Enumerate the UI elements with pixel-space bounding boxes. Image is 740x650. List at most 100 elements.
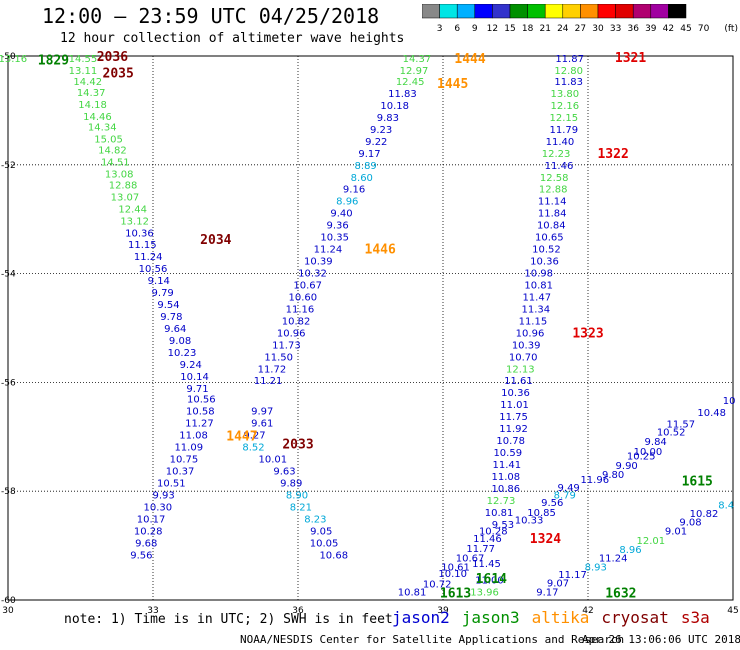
legend-entry-jason3: jason3 bbox=[461, 608, 520, 627]
pass-time-label: 1614 bbox=[476, 572, 507, 587]
wave-height-value: 11.41 bbox=[492, 460, 521, 471]
wave-height-value: 9.79 bbox=[152, 288, 174, 299]
wave-height-value: 10.67 bbox=[456, 554, 485, 565]
wave-height-value: 9.07 bbox=[547, 579, 569, 590]
colorbar-label: 42 bbox=[663, 24, 674, 34]
satellite-legend: jason2 jason3 altika cryosat s3a bbox=[392, 608, 722, 627]
wave-height-value: 10.36 bbox=[530, 257, 559, 268]
wave-height-value: 9.54 bbox=[157, 300, 179, 311]
wave-height-value: 11.96 bbox=[580, 475, 609, 486]
colorbar-label: 45 bbox=[680, 24, 691, 34]
colorbar-label: 15 bbox=[504, 24, 515, 34]
wave-height-value: 14.82 bbox=[98, 146, 127, 157]
wave-height-value: 9.24 bbox=[180, 360, 202, 371]
wave-height-value: 11.09 bbox=[174, 443, 203, 454]
wave-height-value: 12.16 bbox=[550, 101, 579, 112]
colorbar-label: 30 bbox=[592, 24, 604, 34]
legend-entry-s3a: s3a bbox=[680, 608, 710, 627]
footer-note: note: 1) Time is in UTC; 2) SWH is in fe… bbox=[64, 612, 393, 627]
latitude-tick-label: -60 bbox=[1, 596, 16, 606]
wave-height-value: 10.75 bbox=[170, 455, 199, 466]
wave-height-value: 9.36 bbox=[327, 221, 349, 232]
wave-height-value: 14.51 bbox=[101, 158, 130, 169]
wave-height-value: 9.71 bbox=[186, 384, 208, 395]
wave-height-value: 10.10 bbox=[438, 569, 467, 580]
wave-height-value: 9.22 bbox=[365, 137, 387, 148]
wave-height-value: 11.24 bbox=[599, 554, 628, 565]
wave-height-value: 12.23 bbox=[542, 149, 571, 160]
wave-height-value: 10.39 bbox=[512, 340, 541, 351]
wave-height-value: 9.05 bbox=[310, 526, 332, 537]
pass-time-label: 1615 bbox=[682, 474, 713, 489]
colorbar-label: 21 bbox=[539, 24, 550, 34]
latitude-tick-label: -54 bbox=[1, 270, 16, 280]
pass-time-label: 1447 bbox=[226, 430, 257, 445]
longitude-tick-label: 45 bbox=[727, 606, 738, 616]
wave-height-value: 10.36 bbox=[125, 228, 154, 239]
colorbar-label: 27 bbox=[575, 24, 586, 34]
wave-height-value: 10.81 bbox=[485, 508, 514, 519]
wave-height-value: 10.17 bbox=[137, 514, 166, 525]
wave-height-value: 12.88 bbox=[539, 185, 568, 196]
wave-height-value: 11.79 bbox=[550, 125, 579, 136]
wave-height-value: 10.81 bbox=[524, 280, 553, 291]
colorbar-label: 18 bbox=[522, 24, 534, 34]
colorbar-label: 12 bbox=[487, 24, 498, 34]
map-subtitle: 12 hour collection of altimeter wave hei… bbox=[60, 31, 405, 46]
wave-height-value: 10.61 bbox=[441, 562, 470, 573]
pass-time-label: 2034 bbox=[200, 233, 231, 248]
wave-height-value: 10.68 bbox=[319, 550, 348, 561]
credit-text: NOAA/NESDIS Center for Satellite Applica… bbox=[240, 633, 625, 646]
colorbar-label: 6 bbox=[454, 24, 460, 34]
wave-height-value: 9.80 bbox=[602, 470, 624, 481]
wave-height-value: 8.21 bbox=[290, 502, 312, 513]
wave-height-value: 12.58 bbox=[540, 173, 569, 184]
wave-height-value: 10.85 bbox=[527, 508, 556, 519]
wave-height-value: 11.24 bbox=[134, 252, 163, 263]
wave-height-value: 9.78 bbox=[160, 312, 182, 323]
wave-height-value: 11.45 bbox=[472, 559, 501, 570]
wave-height-value: 12.80 bbox=[554, 66, 583, 77]
wave-height-value: 14.42 bbox=[73, 77, 102, 88]
wave-height-value: 10.25 bbox=[627, 451, 656, 462]
legend-entry-altika: altika bbox=[531, 608, 590, 627]
colorbar-label: 33 bbox=[610, 24, 621, 34]
wave-height-value: 9.56 bbox=[130, 550, 152, 561]
wave-height-value: 10.98 bbox=[524, 269, 553, 280]
pass-time-label: 1321 bbox=[615, 51, 646, 66]
wave-height-value: 11.84 bbox=[538, 209, 567, 220]
longitude-tick-label: 42 bbox=[582, 606, 593, 616]
wave-height-value: 10.48 bbox=[697, 408, 726, 419]
colorbar-label: 39 bbox=[645, 24, 657, 34]
wave-height-value: 10.82 bbox=[690, 509, 719, 520]
wave-height-value: 14.55 bbox=[69, 54, 98, 65]
wave-height-value: 9.68 bbox=[135, 538, 157, 549]
wave-height-value: 10.23 bbox=[168, 348, 197, 359]
wave-height-value: 11.00 bbox=[475, 575, 504, 586]
longitude-tick-label: 36 bbox=[292, 606, 304, 616]
wave-height-value: 10.86 bbox=[492, 484, 521, 495]
wave-height-value: 12.15 bbox=[550, 113, 579, 124]
wave-height-value: 9.27 bbox=[243, 431, 265, 442]
wave-height-value: 11.47 bbox=[522, 292, 551, 303]
pass-time-label: 1323 bbox=[572, 326, 603, 341]
wave-height-value: 10.58 bbox=[186, 407, 215, 418]
wave-height-value: 11.08 bbox=[179, 431, 208, 442]
wave-height-value: 10.05 bbox=[310, 538, 339, 549]
wave-height-value: 10.84 bbox=[537, 221, 566, 232]
wave-height-value: 12.01 bbox=[637, 536, 666, 547]
wave-height-value: 11.46 bbox=[473, 534, 502, 545]
wave-height-value: 11.87 bbox=[555, 54, 584, 65]
wave-height-value: 9.61 bbox=[251, 419, 273, 430]
wave-height-value: 8.4 bbox=[718, 500, 734, 511]
wave-height-value: 13.96 bbox=[470, 587, 499, 598]
wave-height-value: 8.79 bbox=[554, 490, 576, 501]
wave-height-value: 11.14 bbox=[538, 197, 567, 208]
wave-height-value: 9.97 bbox=[251, 407, 273, 418]
wave-height-value: 9.84 bbox=[645, 437, 667, 448]
wave-height-value: 10.82 bbox=[282, 316, 311, 327]
wave-height-value: 8.23 bbox=[304, 514, 326, 525]
pass-time-label: 1829 bbox=[38, 53, 69, 68]
wave-height-value: 10.28 bbox=[134, 526, 163, 537]
